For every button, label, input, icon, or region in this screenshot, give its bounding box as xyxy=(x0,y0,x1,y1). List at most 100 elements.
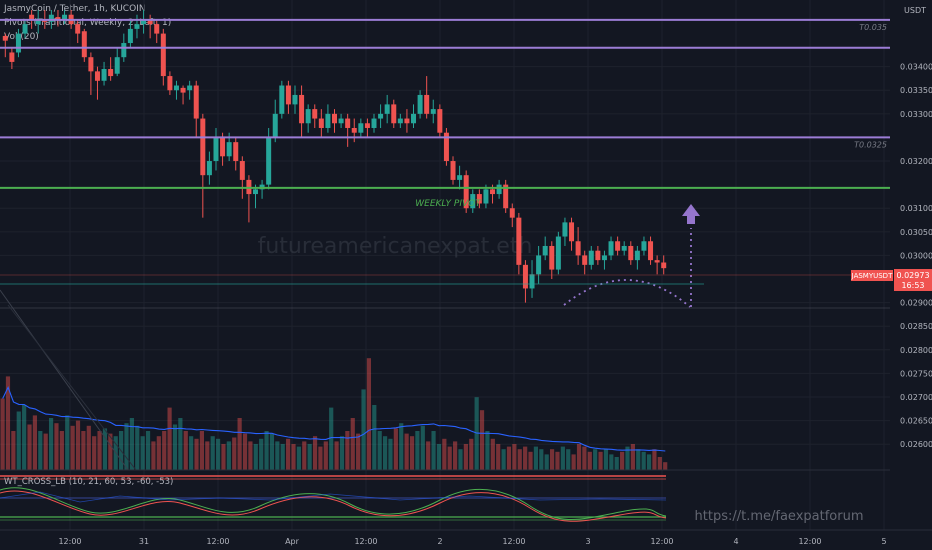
volume-bar xyxy=(625,446,630,470)
candle-body xyxy=(75,24,81,34)
candle-body xyxy=(160,33,166,77)
candle-body xyxy=(364,123,370,128)
candle-body xyxy=(549,245,555,270)
volume-bar xyxy=(70,425,75,470)
candle-body xyxy=(29,14,35,20)
volume-bar xyxy=(172,424,178,470)
volume-ma-line xyxy=(2,386,666,452)
volume-bar xyxy=(323,441,328,470)
candle-body xyxy=(48,14,54,22)
volume-bar xyxy=(646,454,652,470)
candle-body xyxy=(496,184,502,195)
volume-bar xyxy=(291,444,296,470)
candle-body xyxy=(187,85,193,91)
volume-bar xyxy=(523,446,528,470)
candle-body xyxy=(292,94,298,105)
pivots-legend: Pivots (Traditional, Weekly, 2, Left, 1) xyxy=(4,18,172,28)
time-tick-label: 3 xyxy=(585,537,590,546)
volume-bar xyxy=(38,431,43,470)
candle-body xyxy=(476,194,482,204)
price-tick-label: 0.03050 xyxy=(900,228,932,237)
candle-body xyxy=(266,137,272,185)
candle-body xyxy=(154,24,160,34)
volume-bars xyxy=(0,358,668,470)
candle-body xyxy=(450,161,456,180)
candle-body xyxy=(358,123,364,133)
candle-body xyxy=(285,85,291,105)
candle-body xyxy=(654,260,660,263)
volume-bar xyxy=(5,376,11,470)
volume-bar xyxy=(388,438,393,470)
volume-bar xyxy=(226,441,231,470)
candle-body xyxy=(239,161,245,180)
current-price-value: 0.02973 xyxy=(896,271,929,280)
volume-bar xyxy=(490,438,495,470)
candle-body xyxy=(351,127,357,133)
volume-bar xyxy=(620,451,625,470)
candle-body xyxy=(424,94,430,114)
candle-body xyxy=(536,255,542,275)
price-tick-label: 0.03350 xyxy=(900,86,932,95)
volume-bar xyxy=(420,425,425,470)
candle-body xyxy=(443,132,449,162)
volume-bar xyxy=(183,431,188,470)
candle-body xyxy=(88,57,94,72)
volume-bar xyxy=(361,389,366,470)
price-tick-label: 0.02900 xyxy=(900,299,932,308)
volume-bar xyxy=(431,431,436,470)
candle-body xyxy=(127,28,133,44)
time-tick-label: 12:00 xyxy=(798,537,821,546)
time-tick-label: 2 xyxy=(437,537,442,546)
candle-body xyxy=(437,109,443,133)
volume-bar xyxy=(145,431,151,470)
candle-body xyxy=(608,241,614,256)
candle-body xyxy=(384,104,390,114)
volume-bar xyxy=(259,438,264,470)
time-axis: 12:00 31 12:00 Apr 12:00 2 12:00 3 12:00 4 12:00 5 xyxy=(0,529,932,546)
volume-bar xyxy=(210,436,215,470)
volume-bar xyxy=(598,451,603,470)
candle-body xyxy=(114,57,120,74)
volume-bar xyxy=(415,431,420,470)
price-tick-label: 0.02700 xyxy=(900,393,932,402)
candle-body xyxy=(55,17,61,20)
candle-body xyxy=(233,142,239,162)
price-tick-label: 0.03100 xyxy=(900,204,932,213)
volume-bar xyxy=(603,449,609,470)
volume-bar xyxy=(194,438,199,470)
volume-legend: Vol (20) xyxy=(4,32,39,42)
candle-body xyxy=(134,24,140,29)
volume-bar xyxy=(442,438,447,470)
current-price-badge: JASMYUSDT 0.02973 16:53 xyxy=(851,269,932,291)
volume-bar xyxy=(178,418,183,470)
volume-bar xyxy=(469,438,474,470)
price-tick-label: 0.02650 xyxy=(900,417,932,426)
volume-bar xyxy=(345,431,350,470)
volume-bar xyxy=(576,444,582,470)
volume-bar xyxy=(22,405,27,470)
volume-bar xyxy=(517,449,522,470)
volume-bar xyxy=(108,433,113,470)
volume-bar xyxy=(205,441,210,470)
volume-bar xyxy=(167,407,172,470)
volume-bar xyxy=(129,418,134,470)
candle-body xyxy=(206,161,212,176)
candle-body xyxy=(35,19,41,25)
candle-body xyxy=(470,194,476,209)
volume-bar xyxy=(75,420,81,470)
candle-body xyxy=(279,85,285,114)
volume-bar xyxy=(426,441,431,470)
volume-bar xyxy=(264,431,269,470)
candle-body xyxy=(252,189,258,195)
volume-bar xyxy=(97,431,102,470)
pivot-levels: T0.0350.034990.03440T0.03250.032500.0314… xyxy=(0,13,932,194)
pivot-level-label: T0.0325 xyxy=(854,140,887,149)
volume-bar xyxy=(458,449,463,470)
volume-bar xyxy=(549,449,555,470)
volume-bar xyxy=(189,436,194,470)
forum-link[interactable]: https://t.me/faexpatforum xyxy=(695,509,864,524)
volume-bar xyxy=(16,411,21,470)
time-tick-label: 12:00 xyxy=(502,537,525,546)
candle-body xyxy=(94,71,100,81)
